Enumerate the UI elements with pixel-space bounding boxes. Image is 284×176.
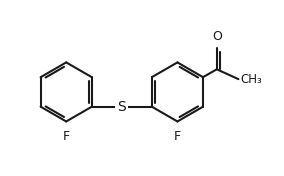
- Text: F: F: [63, 130, 70, 143]
- Text: S: S: [118, 100, 126, 114]
- Text: F: F: [174, 130, 181, 143]
- Text: O: O: [212, 30, 222, 43]
- Text: CH₃: CH₃: [240, 73, 262, 86]
